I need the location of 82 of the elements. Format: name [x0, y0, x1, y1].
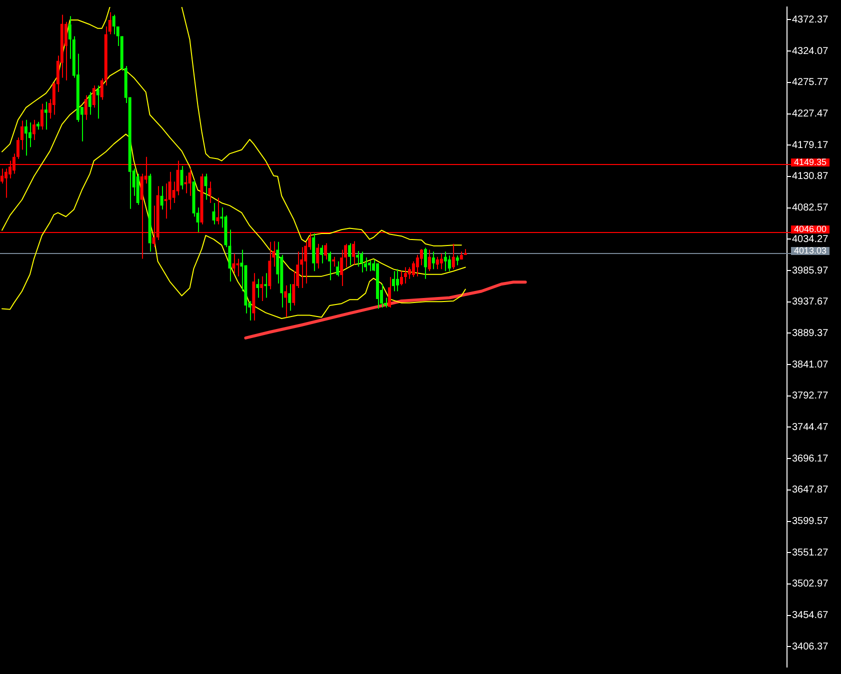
candlestick [24, 119, 28, 156]
candlestick [352, 240, 356, 266]
y-tick-label: 3985.97 [792, 265, 829, 276]
candlestick [404, 266, 407, 284]
candlestick [368, 260, 372, 272]
y-tick-label: 4275.77 [792, 77, 829, 88]
y-tick-label: 3454.67 [792, 610, 829, 622]
y-tick-label: 4034.27 [792, 234, 829, 245]
candlestick [320, 244, 324, 264]
candlestick [260, 276, 264, 302]
y-tick-label: 3502.97 [792, 578, 829, 590]
candlestick [360, 251, 364, 273]
y-tick-label: 4130.87 [792, 171, 829, 182]
candlestick [420, 248, 423, 266]
candlestick [348, 242, 352, 266]
candlestick [84, 94, 88, 120]
y-tick-label: 4227.47 [792, 108, 829, 120]
candlestick [328, 251, 332, 281]
candlestick [388, 276, 392, 308]
candlestick [184, 175, 188, 194]
candlestick [264, 272, 268, 298]
candlestick [160, 186, 164, 210]
candlestick [64, 21, 68, 81]
candlestick [408, 266, 411, 280]
y-tick-label: 4372.37 [792, 14, 829, 26]
candlestick [236, 258, 240, 277]
candlestick [232, 253, 236, 274]
candlestick [40, 103, 44, 130]
candlestick [432, 251, 435, 270]
candlestick [188, 168, 192, 196]
candlestick [316, 243, 320, 270]
candlestick [96, 85, 100, 120]
candlestick [112, 14, 116, 35]
candlestick [448, 255, 451, 272]
y-tick-label: 3647.87 [792, 484, 829, 496]
candlestick [0, 168, 4, 184]
candlestick [392, 270, 395, 292]
y-tick-label: 3696.17 [792, 453, 829, 464]
candlestick [440, 253, 443, 270]
candlestick [88, 92, 92, 116]
candlestick [412, 260, 415, 278]
candlestick [44, 101, 48, 130]
candlestick [400, 270, 403, 286]
y-tick-label: 3841.07 [792, 359, 829, 370]
candlestick [212, 202, 216, 225]
candlestick [208, 181, 212, 204]
y-tick-label: 3889.37 [792, 328, 829, 339]
candlestick [92, 85, 96, 108]
candlestick [444, 251, 447, 272]
y-tick-label: 4082.57 [792, 202, 829, 214]
candlestick [324, 242, 328, 260]
candlestick [32, 119, 36, 141]
y-tick-label: 3406.37 [792, 641, 829, 652]
candlestick [204, 173, 208, 200]
candlestick [164, 183, 168, 220]
candlestick [428, 249, 431, 272]
candlestick [284, 284, 288, 318]
candlestick [340, 249, 344, 287]
y-tick-label: 4324.07 [792, 46, 829, 57]
y-tick-label: 4179.17 [792, 140, 829, 151]
y-tick-label: 3599.57 [792, 516, 829, 528]
ref-line-label: 4046.00 [794, 224, 827, 234]
candlestick [304, 241, 308, 284]
candlestick [396, 268, 399, 292]
candlestick [356, 250, 360, 268]
candlestick [336, 260, 340, 277]
y-tick-label: 3744.47 [792, 422, 829, 433]
y-tick-label: 3792.77 [792, 390, 829, 402]
candlestick [4, 168, 8, 198]
candlestick [424, 247, 427, 280]
candlestick [456, 255, 459, 266]
y-tick-label: 3551.27 [792, 547, 829, 558]
ref-line-label: 4013.03 [794, 245, 827, 256]
candlestick [332, 256, 336, 268]
candlestick [180, 165, 184, 190]
candlestick [452, 243, 455, 270]
candlestick [256, 278, 260, 298]
ref-line-label: 4149.35 [794, 156, 827, 167]
candlestick [288, 284, 292, 312]
candlestick [300, 246, 304, 289]
candlestick [436, 256, 439, 270]
y-tick-label: 3937.67 [792, 296, 829, 308]
